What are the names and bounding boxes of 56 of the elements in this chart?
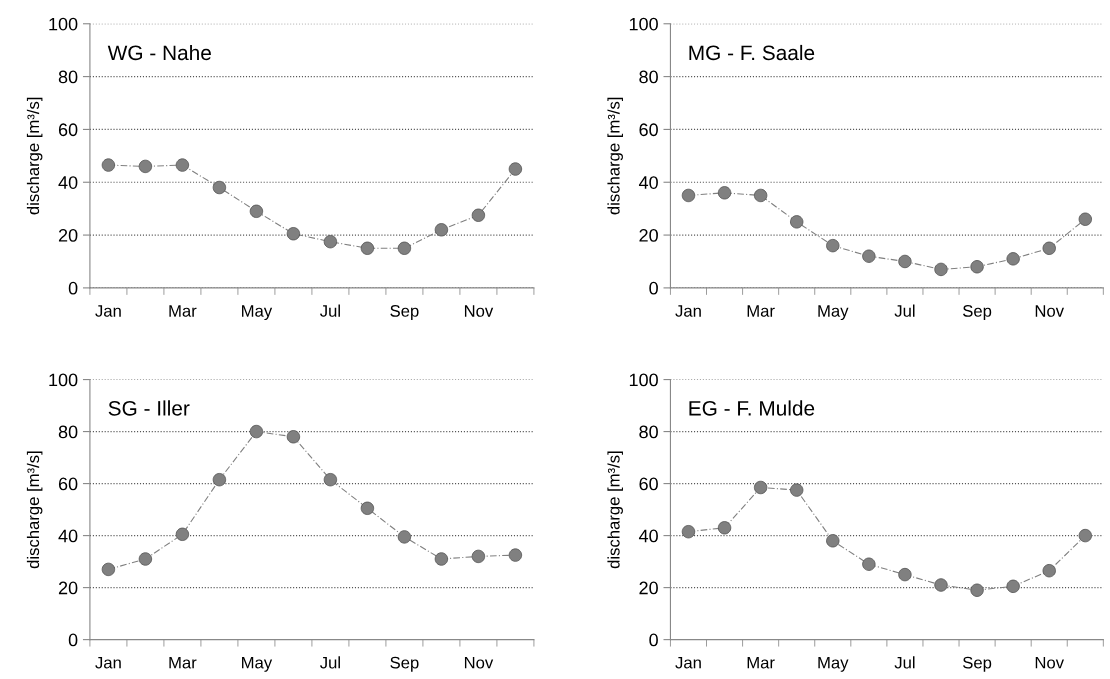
- x-tick-label: Nov: [464, 656, 494, 669]
- x-tick-label: Sep: [390, 305, 419, 321]
- y-tick-label: 40: [638, 176, 658, 189]
- y-tick-label: 60: [58, 123, 78, 137]
- y-tick-label: 0: [68, 281, 78, 295]
- y-tick-label: 60: [58, 477, 78, 491]
- x-tick-label: Mar: [169, 656, 197, 669]
- y-tick-label: 80: [58, 70, 78, 84]
- y-axis-title: discharge [m³/s]: [26, 451, 43, 569]
- x-tick-label: Nov: [464, 305, 494, 317]
- y-tick-label: 40: [638, 529, 658, 543]
- y-tick-label: 20: [639, 229, 658, 242]
- x-tick-label: Nov: [1035, 305, 1064, 317]
- y-axis-title: discharge [m³/s]: [26, 97, 43, 215]
- y-tick-label: 0: [649, 281, 658, 295]
- x-tick-label: Mar: [169, 305, 197, 317]
- x-tick-label: May: [242, 656, 273, 672]
- text: EG - F. Mulde: [689, 400, 815, 416]
- x-tick-label: Sep: [963, 656, 992, 672]
- y-tick-label: 20: [58, 581, 78, 595]
- text: WG - Nahe: [107, 44, 211, 61]
- x-tick-label: Nov: [1035, 656, 1064, 669]
- x-tick-label: Mar: [747, 656, 775, 669]
- x-tick-label: Jan: [675, 305, 701, 317]
- y-tick-label: 60: [639, 123, 658, 137]
- x-tick-label: Jul: [894, 304, 915, 317]
- x-tick-label: Sep: [963, 305, 992, 321]
- x-tick-label: Jul: [894, 656, 915, 669]
- x-tick-label: Jan: [675, 656, 701, 669]
- y-axis-title: discharge [m³/s]: [607, 97, 623, 215]
- x-tick-label: Jul: [320, 304, 340, 317]
- y-tick-label: 20: [58, 229, 78, 242]
- y-tick-label: 100: [49, 373, 78, 387]
- text: SG - Iller: [108, 400, 190, 416]
- x-tick-label: May: [242, 305, 273, 321]
- x-tick-label: Sep: [390, 656, 419, 672]
- y-tick-label: 0: [68, 633, 78, 647]
- y-tick-label: 60: [639, 477, 658, 491]
- y-tick-label: 80: [58, 425, 78, 439]
- y-tick-label: 80: [639, 425, 658, 439]
- y-tick-label: 80: [639, 70, 658, 84]
- y-axis-title: discharge [m³/s]: [607, 451, 623, 569]
- y-tick-label: 20: [639, 581, 658, 595]
- y-tick-label: 100: [629, 373, 658, 387]
- x-tick-label: Jan: [95, 305, 121, 317]
- x-tick-label: Jan: [95, 656, 121, 669]
- y-tick-label: 100: [49, 17, 78, 31]
- x-tick-label: May: [818, 656, 849, 672]
- y-tick-label: 40: [58, 529, 78, 543]
- y-tick-label: 100: [629, 17, 658, 31]
- x-tick-label: Jul: [320, 656, 340, 669]
- x-tick-label: Mar: [747, 305, 775, 317]
- y-tick-label: 0: [649, 633, 658, 647]
- text: MG - F. Saale: [689, 44, 815, 61]
- y-tick-label: 40: [58, 176, 78, 189]
- x-tick-label: May: [818, 305, 849, 321]
